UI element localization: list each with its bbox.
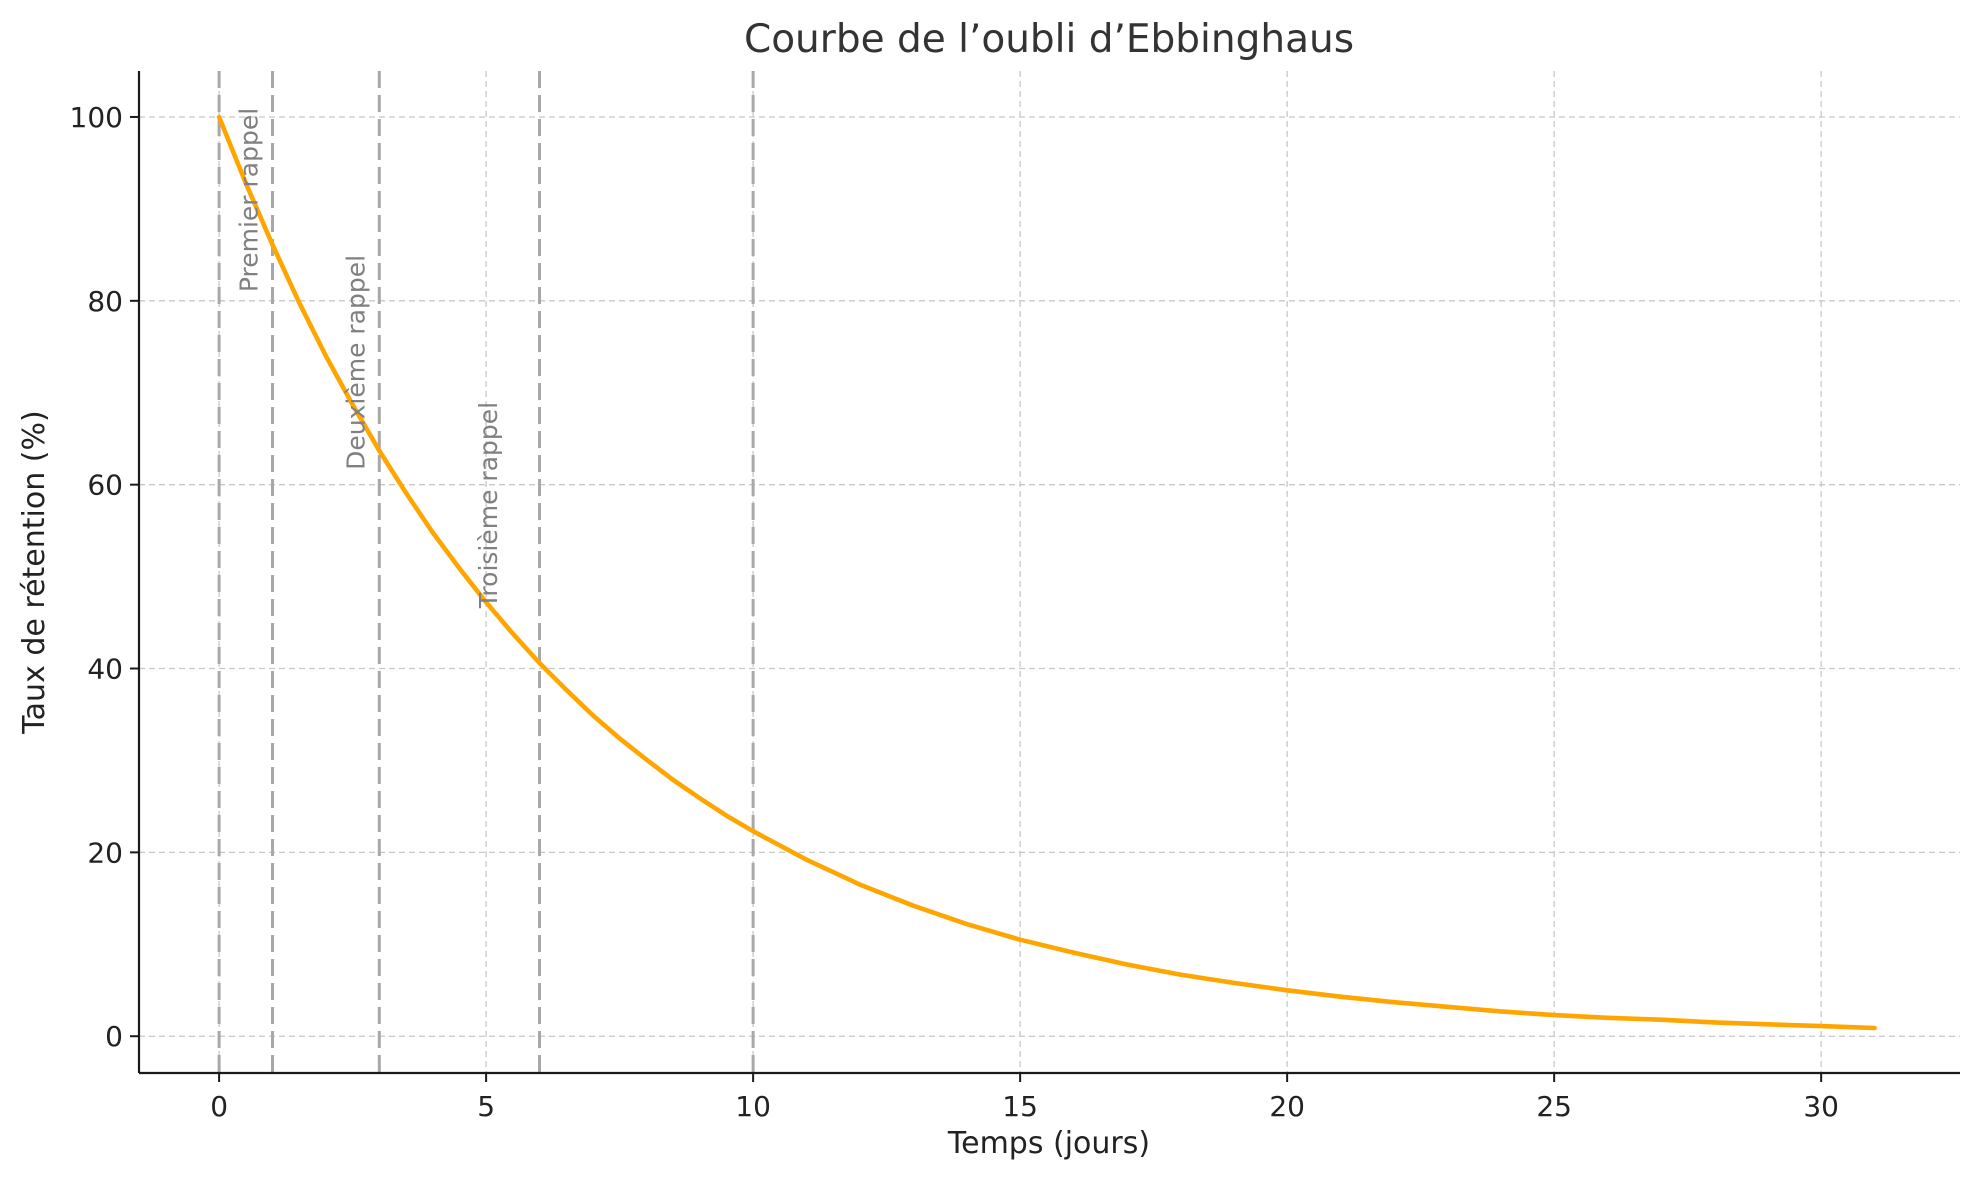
x-axis-label: Temps (jours) — [947, 1126, 1150, 1161]
x-tick-label: 10 — [735, 1090, 771, 1123]
reminder-label: Premier rappel — [235, 108, 264, 292]
reminder-label: Deuxième rappel — [341, 255, 370, 470]
y-tick-label: 40 — [87, 653, 123, 686]
reminder-label: Troisième rappel — [474, 402, 503, 609]
tick-labels: 0 5 10 15 20 25 30 0 20 40 60 80 100 — [70, 101, 1839, 1123]
x-tick-label: 5 — [477, 1090, 495, 1123]
chart-title: Courbe de l’oubli d’Ebbinghaus — [744, 17, 1354, 62]
x-tick-label: 30 — [1803, 1090, 1839, 1123]
retention-line — [216, 114, 1877, 1031]
x-tick-label: 25 — [1536, 1090, 1572, 1123]
y-tick-label: 20 — [87, 836, 123, 869]
y-tick-label: 0 — [105, 1020, 123, 1053]
grid — [139, 71, 1960, 1073]
annotations: Premier rappel Deuxième rappel Troisième r… — [235, 108, 503, 609]
y-tick-label: 100 — [70, 101, 123, 134]
series-layer — [216, 114, 1877, 1031]
y-tick-label: 60 — [87, 469, 123, 502]
axes — [130, 71, 1960, 1082]
y-axis-label: Taux de rétention (%) — [17, 410, 52, 734]
x-tick-label: 0 — [210, 1090, 228, 1123]
y-tick-label: 80 — [87, 285, 123, 318]
x-tick-label: 15 — [1002, 1090, 1038, 1123]
x-tick-label: 20 — [1269, 1090, 1305, 1123]
